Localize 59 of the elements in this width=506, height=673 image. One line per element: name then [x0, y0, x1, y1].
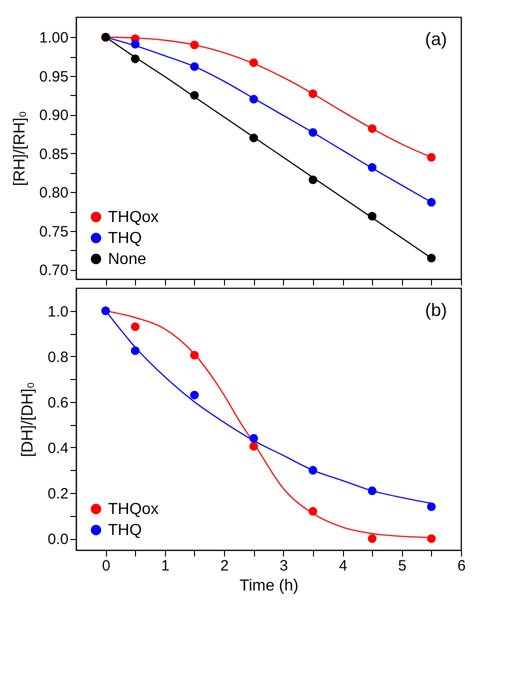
- point: [130, 346, 140, 355]
- point: [249, 94, 258, 104]
- point: [368, 163, 376, 172]
- y-tick-label: 0.80: [39, 184, 68, 202]
- point: [308, 175, 318, 184]
- y-tick-label: 0.75: [39, 223, 68, 240]
- point: [190, 62, 199, 71]
- y-tick-label: 1.00: [39, 30, 68, 47]
- point: [308, 466, 318, 475]
- x-tick-label: 3: [280, 558, 288, 574]
- point: [427, 198, 436, 207]
- point: [308, 506, 318, 516]
- x-axis-title: Time (h): [240, 578, 298, 594]
- legend-label: THQox: [108, 501, 159, 518]
- y-tick-label: 0.2: [48, 486, 68, 503]
- point: [249, 58, 258, 68]
- point: [130, 40, 140, 48]
- point: [249, 434, 258, 443]
- y-tick-label: 0.4: [48, 440, 68, 457]
- y-tick-label: 0.70: [39, 262, 68, 280]
- annotation: (a): [425, 29, 447, 49]
- x-tick-label: 5: [398, 558, 406, 574]
- x-tick-label: 0: [102, 558, 110, 574]
- x-tick-label: 2: [220, 558, 229, 574]
- point: [130, 322, 140, 332]
- legend-label: THQox: [108, 209, 159, 226]
- x-tick-label: 1: [161, 558, 170, 574]
- y-axis-title: [RH]/[RH]₀: [11, 110, 28, 186]
- y-tick-label: 0.6: [48, 394, 68, 412]
- point: [249, 442, 258, 451]
- point: [190, 40, 199, 50]
- legend-label: THQ: [108, 230, 142, 247]
- point: [368, 534, 376, 543]
- y-tick-label: 0.95: [39, 68, 68, 86]
- y-tick-label: 0.90: [39, 107, 68, 124]
- point: [368, 124, 376, 133]
- point: [427, 152, 436, 162]
- y-tick-label: 0.8: [48, 348, 68, 366]
- point: [427, 254, 436, 262]
- annotation: (b): [425, 300, 447, 320]
- point: [427, 534, 436, 543]
- point: [308, 89, 318, 98]
- point: [368, 486, 376, 496]
- point: [190, 390, 199, 400]
- point: [308, 128, 318, 137]
- y-tick-label: 0.0: [48, 531, 68, 548]
- point: [368, 212, 376, 221]
- legend-label: THQ: [108, 522, 142, 539]
- x-tick-label: 4: [338, 558, 348, 574]
- point: [190, 90, 199, 100]
- y-axis-title: [DH]/[DH]₀: [20, 382, 37, 458]
- point: [190, 350, 199, 360]
- x-tick-label: 6: [457, 558, 466, 574]
- point: [130, 54, 140, 64]
- y-tick-label: 0.85: [39, 146, 68, 163]
- point: [249, 134, 258, 142]
- legend-label: None: [108, 251, 146, 268]
- y-tick-label: 1.0: [48, 303, 68, 320]
- point: [427, 502, 436, 512]
